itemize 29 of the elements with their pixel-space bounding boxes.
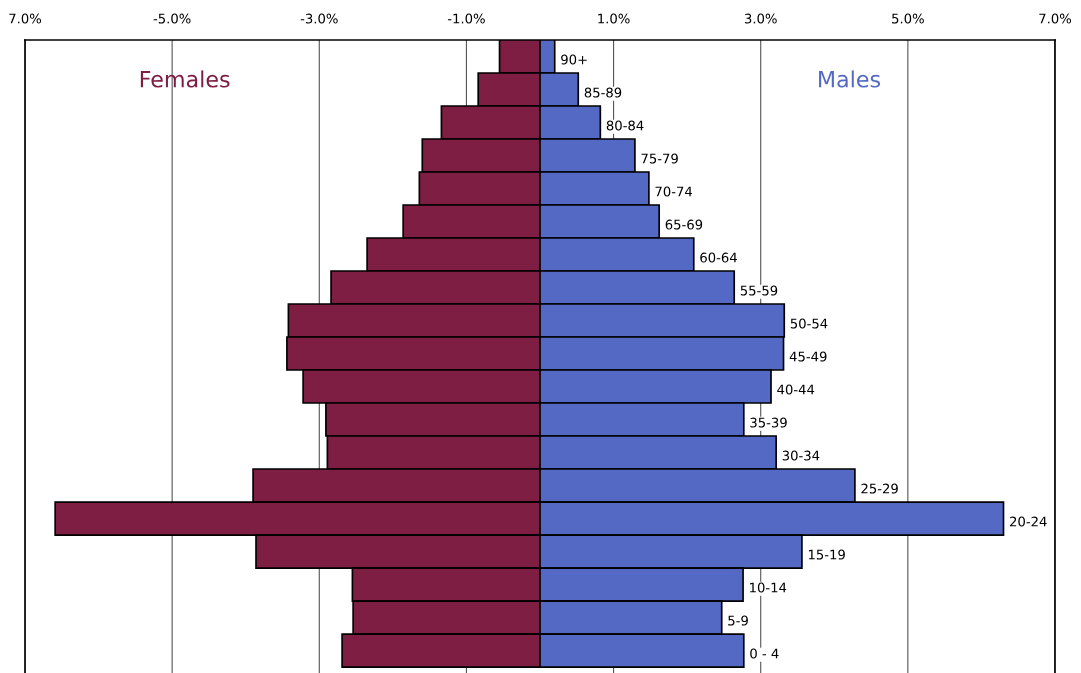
y-tick-label: 55-59: [740, 285, 778, 296]
y-tick-label: 5-9: [728, 615, 748, 626]
x-tick-label: 7.0%: [9, 13, 42, 24]
y-tick-label: 70-74: [655, 186, 693, 197]
x-tick-label: -3.0%: [300, 13, 338, 24]
x-tick-label: 5.0%: [892, 13, 924, 24]
x-tick-label: 3.0%: [744, 13, 777, 24]
y-tick-label: 85-89: [584, 87, 622, 98]
text: Females: [140, 70, 230, 88]
y-tick-label: 65-69: [665, 219, 703, 230]
y-tick-label: 20-24: [1010, 516, 1047, 527]
x-tick-label: -5.0%: [153, 13, 191, 24]
y-tick-label: 80-84: [606, 120, 644, 131]
y-tick-label: 50-54: [790, 318, 828, 329]
x-tick-label: -1.0%: [447, 13, 485, 24]
y-tick-label: 15-19: [808, 549, 845, 560]
y-tick-label: 90+: [561, 54, 587, 65]
y-tick-label: 10-14: [750, 582, 787, 593]
y-tick-label: 30-34: [782, 450, 820, 461]
y-tick-label: 40-44: [777, 384, 815, 395]
text: Males: [819, 70, 881, 88]
y-tick-label: 60-64: [700, 252, 737, 263]
y-tick-label: 25-29: [861, 483, 898, 494]
x-tick-label: 1.0%: [598, 13, 630, 24]
x-tick-label: 7.0%: [1039, 13, 1072, 24]
y-tick-label: 35-39: [750, 417, 787, 428]
y-tick-label: 45-49: [789, 351, 827, 362]
y-tick-label: 75-79: [641, 153, 678, 164]
y-tick-label: 0 - 4: [750, 648, 779, 659]
